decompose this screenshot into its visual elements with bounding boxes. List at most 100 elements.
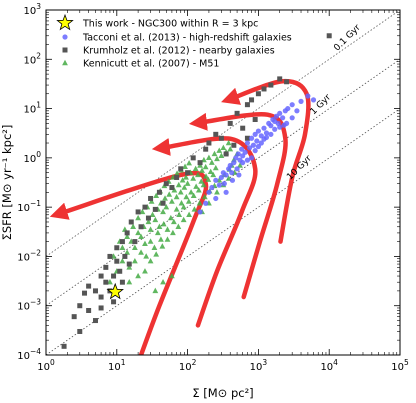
data-point [244, 135, 250, 141]
x-tick-label: 104 [320, 358, 338, 373]
data-point [142, 268, 148, 274]
data-point [122, 253, 128, 259]
data-point [209, 184, 215, 191]
legend-marker-triangle [62, 59, 68, 66]
data-point [244, 102, 250, 108]
data-point [135, 214, 142, 221]
data-point [203, 200, 209, 206]
data-point [103, 264, 109, 270]
data-point [240, 125, 246, 131]
data-point [285, 105, 291, 112]
data-point [175, 181, 182, 188]
data-point [131, 258, 138, 264]
data-point [176, 211, 183, 217]
y-tick-label: 10−2 [17, 248, 41, 263]
data-point [252, 131, 258, 137]
data-point [236, 172, 242, 178]
data-point [135, 209, 141, 215]
data-point [111, 299, 117, 305]
data-point [218, 174, 224, 181]
x-tick-label: 101 [108, 358, 126, 373]
data-point [221, 181, 227, 187]
evolution-arrow [221, 78, 311, 244]
data-point [166, 191, 173, 197]
data-point [294, 108, 300, 114]
data-point [182, 163, 188, 169]
x-tick-label: 100 [37, 358, 55, 373]
data-point [179, 177, 186, 183]
data-point [281, 122, 287, 128]
data-point [173, 193, 180, 200]
data-point [244, 157, 251, 163]
data-point [183, 193, 190, 200]
data-point [206, 154, 212, 161]
data-point [229, 170, 235, 176]
data-point [201, 193, 208, 200]
data-point [237, 162, 243, 168]
data-point [160, 208, 166, 215]
data-point [174, 170, 180, 176]
data-point [289, 102, 295, 108]
data-point [275, 120, 281, 127]
data-point [160, 278, 166, 285]
legend-label: Tacconi et al. (2013) - high-redshift ga… [82, 33, 292, 44]
data-point [159, 243, 166, 249]
data-point [142, 204, 148, 210]
data-point [233, 155, 239, 161]
x-axis-title: Σ [M⊙ pc²] [192, 386, 253, 400]
data-point [216, 147, 223, 153]
data-point [220, 144, 227, 150]
data-point [277, 76, 283, 82]
data-point [86, 283, 92, 289]
plot-frame [45, 9, 401, 356]
data-point [203, 173, 209, 179]
data-point [135, 229, 142, 236]
data-point [77, 328, 83, 334]
data-point [178, 200, 185, 206]
data-point [199, 167, 205, 173]
data-point [184, 180, 191, 186]
data-point [225, 139, 232, 146]
data-point [218, 152, 225, 159]
data-point [92, 318, 98, 324]
legend-entry: Tacconi et al. (2013) - high-redshift ga… [62, 33, 292, 44]
legend-label: Kennicutt et al. (2007) - M51 [83, 59, 219, 70]
data-point [124, 230, 130, 236]
y-tick-label: 102 [23, 51, 41, 66]
data-point [197, 160, 203, 166]
data-point [250, 142, 257, 148]
data-point [195, 171, 201, 178]
data-point [154, 229, 161, 236]
data-point [153, 192, 160, 198]
tick-labels: 100 101 102 103 104 105 10−4 10−3 10−2 10−1 100 101… [17, 2, 409, 373]
data-point [252, 148, 258, 154]
data-point [126, 264, 133, 270]
data-point [177, 189, 184, 195]
data-point [174, 174, 180, 180]
data-point [272, 126, 278, 132]
data-point [268, 123, 274, 129]
data-point [190, 192, 197, 198]
data-point [326, 33, 332, 39]
data-point [180, 216, 187, 223]
data-point [277, 110, 283, 116]
data-point [211, 150, 218, 157]
evolution-arrow [49, 170, 209, 355]
series-square [61, 33, 332, 349]
data-point [239, 146, 245, 152]
data-point [205, 176, 212, 182]
data-point [231, 142, 237, 148]
data-point [153, 251, 160, 257]
data-point [206, 189, 212, 195]
data-point [132, 239, 138, 245]
data-point [310, 97, 317, 103]
data-point [208, 159, 215, 165]
data-point [188, 189, 194, 195]
data-point [98, 294, 104, 300]
legend-label: Krumholz et al. (2012) - nearby galaxies [83, 46, 275, 57]
data-point [148, 198, 155, 204]
data-point [160, 221, 167, 227]
legend-entry: This work - NGC300 within R = 3 kpc [56, 13, 258, 31]
data-point [280, 115, 286, 121]
data-point [135, 272, 142, 279]
